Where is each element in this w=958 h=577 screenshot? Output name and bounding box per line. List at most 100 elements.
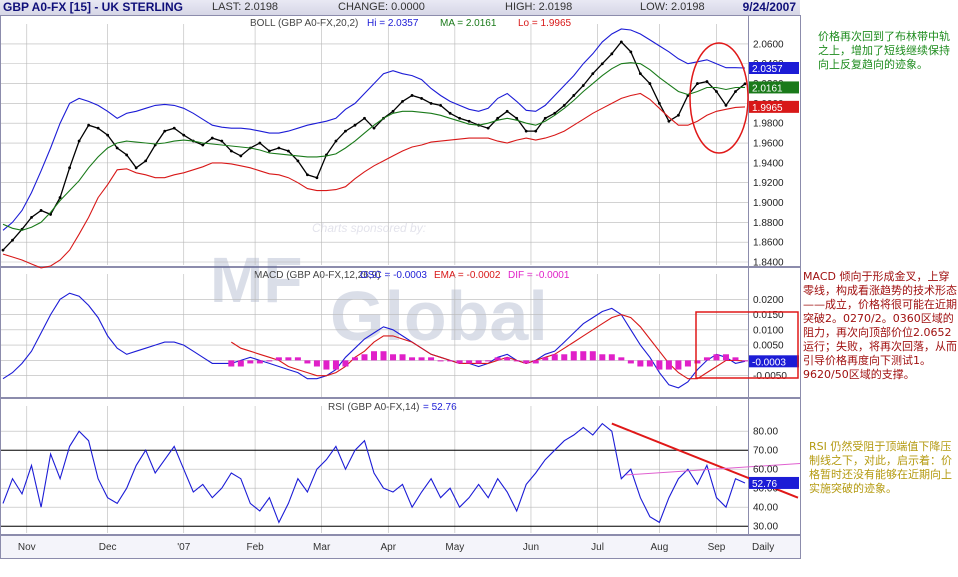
macd-histogram-bar <box>313 360 320 367</box>
macd-ema-label: EMA = -0.0002 <box>434 270 501 281</box>
price-point <box>467 119 471 123</box>
price-point <box>11 238 14 242</box>
price-panel-frame <box>0 15 801 267</box>
macd-histogram-bar <box>580 351 587 361</box>
price-point <box>401 100 404 103</box>
price-point <box>125 153 129 157</box>
price-point <box>68 166 71 170</box>
y-tick-label: 1.9600 <box>753 139 784 150</box>
macd-panel-frame <box>0 267 801 398</box>
y-tick-label: 50.00 <box>753 484 778 495</box>
price-point <box>743 82 747 86</box>
session-low: LOW: 2.0198 <box>640 1 705 13</box>
date-tick-label: May <box>445 542 464 553</box>
boll-title: BOLL (GBP A0-FX,20,2) <box>250 18 358 29</box>
rsi-resistance-line <box>626 463 801 476</box>
price-point <box>629 50 633 54</box>
date-axis-frame <box>0 535 801 559</box>
macd-histogram-bar <box>618 357 625 361</box>
macd-histogram-bar <box>684 360 691 367</box>
price-point <box>591 72 595 76</box>
sponsor-watermark: Charts sponsored by: MF Global <box>210 221 548 355</box>
ma-series-line <box>2 62 746 231</box>
date-tick-label: Aug <box>650 542 668 553</box>
watermark-global: Global <box>330 277 548 355</box>
price-point <box>134 166 138 170</box>
macd-histogram-bar <box>646 360 653 367</box>
price-point <box>410 94 414 97</box>
macd-histogram-bar <box>466 360 473 364</box>
macd-dif-label: DIF = -0.0001 <box>508 270 570 281</box>
macd-histogram-bar <box>361 354 368 361</box>
macd-histogram-bar <box>513 360 520 362</box>
y-tick-label: 0.0100 <box>753 325 784 336</box>
macd-histogram-bar <box>637 360 644 367</box>
price-point <box>220 139 224 143</box>
price-point <box>638 72 642 76</box>
price-point <box>344 129 347 133</box>
macd-histogram-bar <box>456 360 463 364</box>
price-point <box>106 133 110 137</box>
price-point <box>648 82 652 85</box>
macd-histogram-bar <box>275 357 282 361</box>
macd-histogram-bar <box>342 360 349 367</box>
ema-series-line <box>231 314 746 380</box>
price-point <box>448 111 452 115</box>
macd-histogram-bar <box>380 351 387 361</box>
macd-histogram-bar <box>447 360 454 362</box>
upper-series-line <box>2 28 746 231</box>
y-tick-label: 0.0050 <box>753 341 784 352</box>
macd-histogram-bar <box>418 357 425 361</box>
price-point <box>58 196 62 199</box>
price-point <box>657 101 661 105</box>
price-point <box>315 176 319 180</box>
upper-band-badge: 2.0357 <box>752 64 783 75</box>
price-point <box>715 90 718 93</box>
macd-histogram-bar <box>294 357 301 361</box>
price-point <box>163 129 167 133</box>
price-point <box>258 141 262 145</box>
session-high: HIGH: 2.0198 <box>505 1 573 13</box>
price-point <box>600 62 604 66</box>
boll-commentary: 价格再次回到了布林带中轨之上，增加了短线继续保持向上反复趋向的迹象。 <box>818 30 950 71</box>
y-tick-label: 40.00 <box>753 503 778 514</box>
y-tick-label: 60.00 <box>753 465 778 476</box>
rsi-title: RSI (GBP A0-FX,14) <box>328 402 420 413</box>
price-point <box>439 103 442 107</box>
macd-histogram-bar <box>390 354 397 361</box>
price-point <box>334 139 338 143</box>
price-point <box>534 129 538 133</box>
macd-histogram-bar <box>228 360 235 367</box>
date-tick-label: Nov <box>18 542 36 553</box>
date-tick-label: Feb <box>246 542 264 553</box>
macd-histogram-bar <box>675 360 682 370</box>
chart-date: 9/24/2007 <box>742 0 796 14</box>
macd-histogram-bar <box>523 360 530 364</box>
macd-histogram-bar <box>475 360 482 364</box>
date-tick-label: Dec <box>99 542 117 553</box>
y-tick-label: 1.9000 <box>753 198 784 209</box>
price-point <box>96 126 100 130</box>
price-point <box>267 149 271 153</box>
last-price: LAST: 2.0198 <box>212 1 279 13</box>
price-point <box>87 123 91 127</box>
price-point <box>724 103 728 107</box>
macd-histogram-bar <box>285 357 292 361</box>
ma-badge: 2.0161 <box>752 83 783 94</box>
macd-histogram-bar <box>399 354 406 361</box>
macd-histogram-bar <box>256 360 263 364</box>
macd-histogram-bar <box>570 351 577 361</box>
price-point <box>372 126 376 130</box>
macd-histogram-bar <box>722 354 729 361</box>
chart-header-bar: GBP A0-FX [15] - UK STERLING LAST: 2.019… <box>0 0 800 16</box>
lower-series-line <box>2 92 746 269</box>
price-point <box>705 80 709 83</box>
watermark-mf: MF <box>210 244 302 316</box>
y-tick-label: 1.9800 <box>753 119 784 130</box>
macd-highlight-box <box>695 311 799 379</box>
macd-title: MACD (GBP A0-FX,12,26,9) <box>254 270 381 281</box>
price-point <box>429 101 433 105</box>
price-point <box>486 126 490 130</box>
price-point <box>677 113 680 117</box>
price-point <box>391 109 395 113</box>
